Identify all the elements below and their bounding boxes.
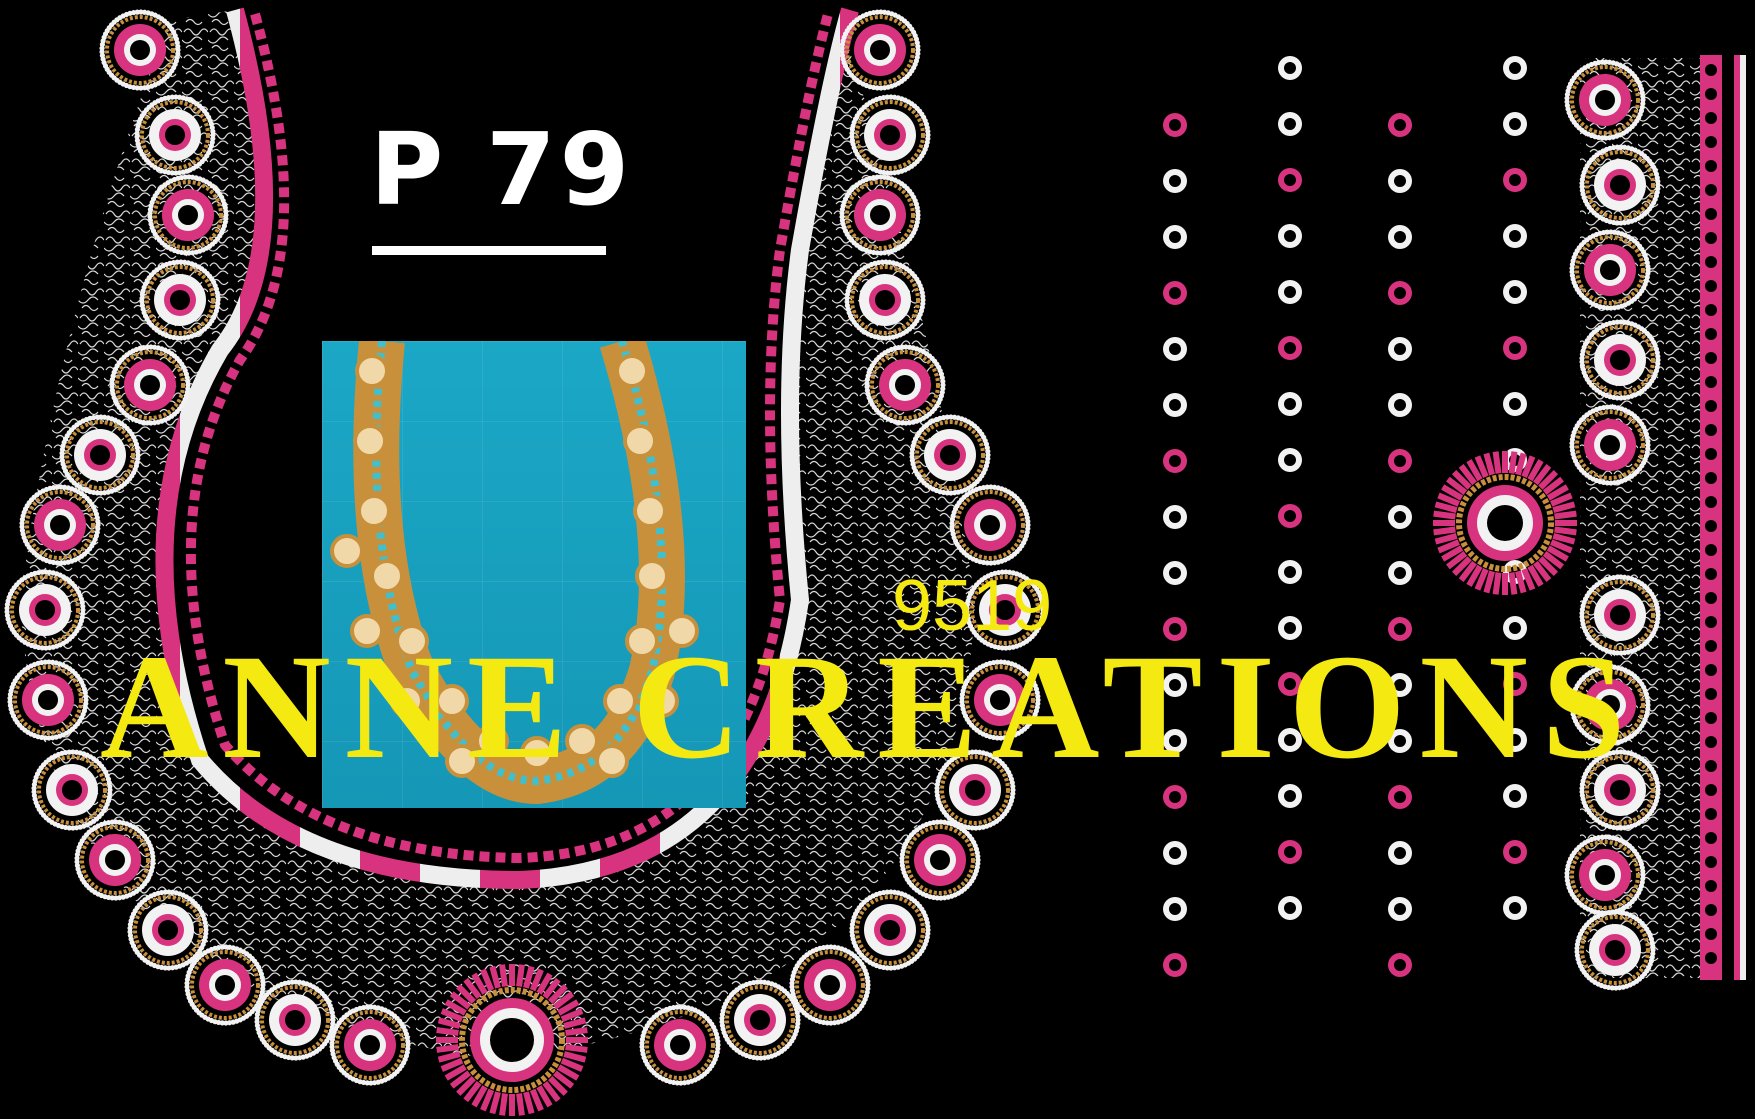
- embroidery-sleeve-border-icon: [1433, 55, 1746, 991]
- watermark-text: ANNE CREATIONS: [100, 624, 1640, 790]
- embroidery-dot-pattern: [1163, 56, 1527, 977]
- title-underline: [372, 246, 606, 255]
- design-number: 9519: [892, 566, 1053, 646]
- garment-preview-photo-icon: [322, 341, 746, 808]
- design-code-title: P 79: [370, 111, 634, 228]
